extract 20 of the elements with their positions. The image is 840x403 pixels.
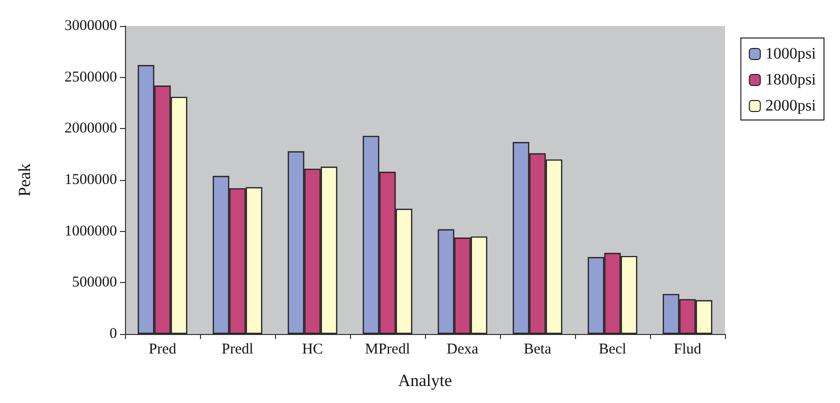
x-axis-title: Analyte <box>398 371 452 390</box>
x-tick-label: Beta <box>524 342 552 358</box>
y-axis-title: Peak <box>15 162 34 197</box>
y-tick-label: 0 <box>110 326 117 342</box>
x-tick-label: Pred <box>148 342 177 358</box>
x-tick-label: Flud <box>674 342 702 358</box>
y-tick-label: 3000000 <box>64 18 117 34</box>
legend-label: 2000psi <box>765 98 817 114</box>
x-tick-label: HC <box>302 342 323 358</box>
y-tick-label: 2000000 <box>64 120 117 137</box>
legend-label: 1800psi <box>765 72 817 88</box>
y-tick-label: 2500000 <box>64 69 117 86</box>
legend-label: 1000psi <box>765 46 817 62</box>
y-tick-label: 1000000 <box>64 223 117 240</box>
x-tick-label: Becl <box>598 342 626 358</box>
y-tick-label: 500000 <box>72 274 117 291</box>
x-tick-label: MPredl <box>365 342 410 358</box>
x-tick-label: Dexa <box>446 342 479 358</box>
y-tick-label: 1500000 <box>64 172 117 188</box>
x-tick-label: Predl <box>222 342 254 358</box>
